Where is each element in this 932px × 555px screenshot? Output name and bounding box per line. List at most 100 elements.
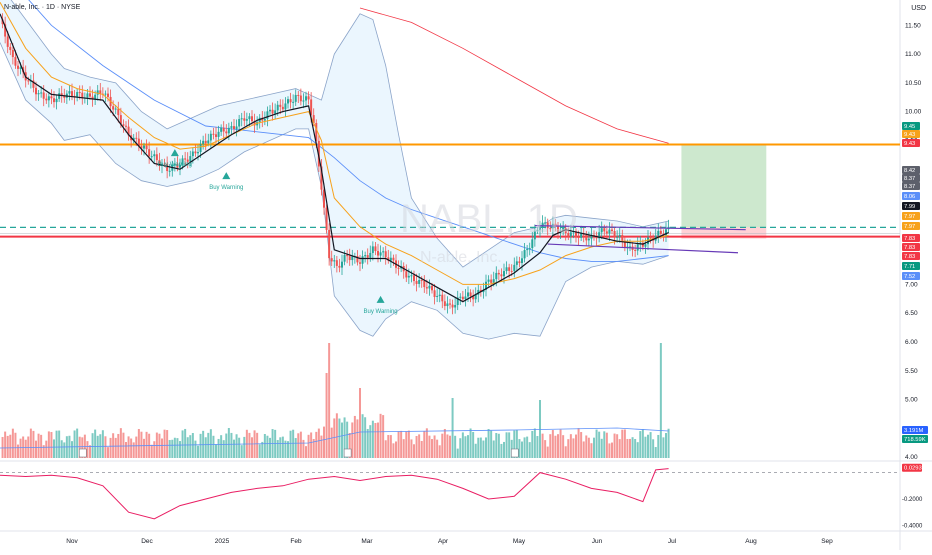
candle-body xyxy=(323,189,325,208)
candle-body xyxy=(137,138,140,147)
candle-body xyxy=(145,145,148,150)
volume-bar xyxy=(413,444,415,458)
volume-bar xyxy=(63,442,66,458)
candle-body xyxy=(189,156,192,162)
volume-bar xyxy=(443,428,446,458)
volume-bar xyxy=(361,414,364,458)
candle-body xyxy=(63,95,66,98)
candle-body xyxy=(521,258,523,264)
volume-bar xyxy=(508,432,511,458)
candle-body xyxy=(153,154,156,157)
volume-bar xyxy=(667,428,670,458)
volume-bar xyxy=(505,432,508,458)
volume-bar xyxy=(204,437,207,458)
y-tick-label: 7.00 xyxy=(905,281,918,288)
volume-bar xyxy=(251,437,253,458)
volume-bar xyxy=(436,439,439,458)
price-label-text: 7.83 xyxy=(904,245,915,251)
bollinger-lower xyxy=(0,42,669,340)
stop-zone xyxy=(681,227,767,239)
volume-bar xyxy=(191,433,194,458)
price-label-text: 8.42 xyxy=(904,168,915,174)
volume-bar xyxy=(35,440,37,458)
volume-label-box xyxy=(902,426,928,434)
y-tick-label: 5.00 xyxy=(905,397,918,404)
candle-body xyxy=(19,67,22,69)
volume-bar xyxy=(94,429,97,458)
volume-bar xyxy=(585,435,588,458)
volume-bar xyxy=(32,430,35,458)
price-label-box xyxy=(902,182,920,190)
volume-bar xyxy=(302,439,305,458)
candle-body xyxy=(485,281,487,290)
volume-bar xyxy=(240,445,243,458)
candle-body xyxy=(302,100,305,102)
volume-bar xyxy=(623,429,626,458)
volume-bar xyxy=(636,442,639,458)
candle-body xyxy=(618,234,621,237)
volume-bar xyxy=(333,418,336,458)
volume-bar xyxy=(328,343,331,458)
volume-bar xyxy=(464,436,467,458)
price-label-box xyxy=(902,262,920,270)
candle-body xyxy=(328,229,331,259)
volume-bar xyxy=(551,430,554,458)
x-tick-label: Jul xyxy=(668,538,677,545)
volume-bar xyxy=(513,430,516,458)
volume-bar xyxy=(163,429,166,458)
candle-body xyxy=(132,137,135,141)
volume-bar xyxy=(379,413,382,458)
volume-bar xyxy=(528,442,531,458)
volume-bar xyxy=(17,444,19,458)
candle-body xyxy=(220,127,223,132)
candle-body xyxy=(284,103,287,110)
volume-bar xyxy=(397,431,400,458)
volume-bar xyxy=(279,437,282,458)
volume-bar xyxy=(497,433,500,458)
candle-body xyxy=(482,289,485,293)
volume-bar xyxy=(256,432,259,458)
volume-bar xyxy=(418,434,421,458)
candle-body xyxy=(104,93,107,95)
candle-body xyxy=(508,267,511,271)
volume-bar xyxy=(263,434,266,458)
volume-bar xyxy=(389,435,392,458)
volume-bar xyxy=(657,434,660,458)
volume-bar xyxy=(392,443,395,458)
candle-body xyxy=(96,90,99,95)
candle-body xyxy=(53,98,55,103)
candle-body xyxy=(557,226,559,233)
candle-body xyxy=(9,46,12,51)
volume-label-text: 3.191M xyxy=(904,428,924,434)
volume-bar xyxy=(665,433,667,458)
candle-body xyxy=(348,256,351,261)
candle-body xyxy=(27,80,30,82)
volume-bar xyxy=(107,447,109,458)
candle-body xyxy=(199,144,202,153)
candle-body xyxy=(222,127,225,132)
volume-bar xyxy=(132,442,135,458)
volume-bar xyxy=(474,443,477,458)
volume-bar xyxy=(485,437,487,458)
candle-body xyxy=(245,119,248,121)
candle-body xyxy=(125,125,127,127)
volume-bar xyxy=(652,439,655,458)
candle-body xyxy=(495,272,498,280)
x-tick-label: 2025 xyxy=(215,538,230,545)
volume-bar xyxy=(194,440,197,458)
candle-body xyxy=(176,163,179,168)
volume-bar xyxy=(220,435,223,458)
volume-bar xyxy=(284,440,287,458)
buy-warning-arrow xyxy=(170,149,179,157)
candle-body xyxy=(505,267,508,272)
volume-bar xyxy=(482,440,485,458)
candle-body xyxy=(446,303,449,307)
volume-bar xyxy=(503,441,505,458)
ema-fast-line xyxy=(0,13,669,303)
candle-body xyxy=(37,93,40,95)
volume-bar xyxy=(433,435,436,458)
volume-bar xyxy=(572,438,575,458)
volume-bar xyxy=(89,445,91,458)
candle-body xyxy=(212,133,215,135)
candle-body xyxy=(148,149,151,157)
